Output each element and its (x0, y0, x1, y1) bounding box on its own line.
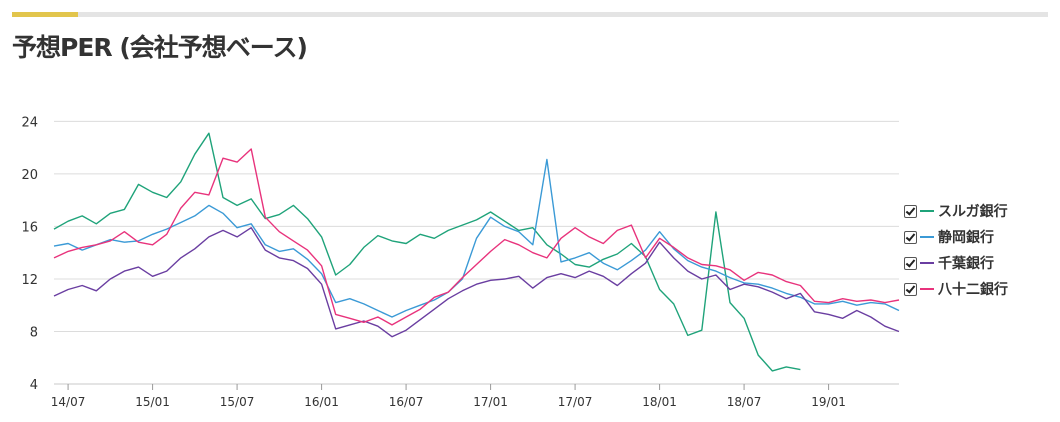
legend-item-2[interactable]: 静岡銀行 (904, 224, 1054, 250)
x-tick-label: 16/01 (304, 395, 339, 409)
legend: スルガ銀行静岡銀行千葉銀行八十二銀行 (904, 198, 1054, 302)
y-tick-label: 4 (30, 378, 38, 393)
chart-title: 予想PER (会社予想ベース) (12, 33, 308, 62)
legend-item-1[interactable]: スルガ銀行 (904, 198, 1054, 224)
checkbox-icon[interactable] (904, 282, 917, 296)
legend-swatch (920, 262, 934, 264)
legend-item-4[interactable]: 八十二銀行 (904, 276, 1054, 302)
x-tick-label: 18/01 (642, 395, 677, 409)
grid-layer (54, 120, 899, 385)
x-tick-label: 16/07 (389, 395, 424, 409)
top-divider-accent (12, 12, 78, 17)
series-line-4 (53, 148, 900, 326)
legend-swatch (920, 236, 934, 238)
legend-swatch (920, 210, 934, 212)
legend-label: 八十二銀行 (938, 282, 1008, 298)
top-divider (12, 12, 1048, 17)
checkbox-icon[interactable] (904, 230, 917, 244)
y-tick-label: 8 (30, 325, 38, 340)
y-tick-label: 24 (21, 115, 38, 130)
series-line-2 (53, 158, 900, 318)
legend-label: スルガ銀行 (938, 204, 1008, 220)
y-tick-label: 16 (21, 220, 38, 235)
legend-label: 千葉銀行 (938, 256, 994, 272)
y-tick-label: 20 (21, 168, 38, 183)
series-line-3 (53, 227, 900, 338)
legend-swatch (920, 288, 934, 290)
x-tick-label: 15/01 (135, 395, 170, 409)
checkbox-icon[interactable] (904, 256, 917, 270)
legend-label: 静岡銀行 (938, 230, 994, 246)
legend-item-3[interactable]: 千葉銀行 (904, 250, 1054, 276)
series-layer (53, 132, 900, 372)
checkbox-icon[interactable] (904, 204, 917, 218)
x-tick-label: 18/07 (727, 395, 762, 409)
series-line-1 (53, 132, 801, 372)
axis-layer: 4 8 12 16 20 24 14/07 15/01 15/07 16/01 16/07 17/01… (21, 115, 899, 409)
x-tick-label: 14/07 (51, 395, 86, 409)
x-tick-label: 19/01 (811, 395, 846, 409)
x-tick-label: 17/07 (558, 395, 593, 409)
x-tick-label: 17/01 (473, 395, 508, 409)
x-tick-label: 15/07 (220, 395, 255, 409)
y-tick-label: 12 (21, 273, 38, 288)
